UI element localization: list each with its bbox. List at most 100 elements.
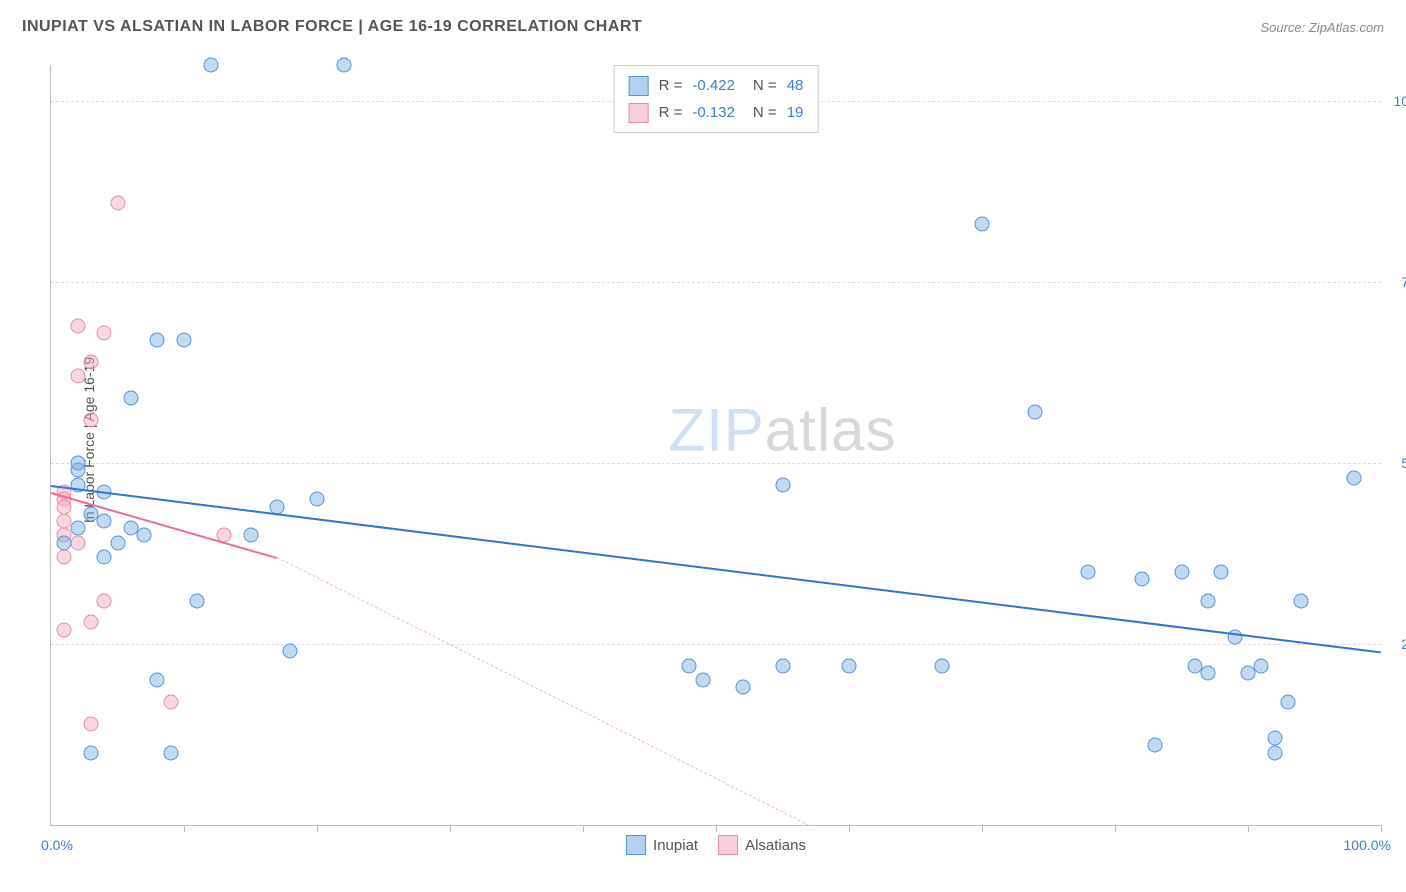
data-point	[243, 528, 258, 543]
legend-row: R = -0.132 N = 19	[629, 99, 804, 126]
data-point	[163, 745, 178, 760]
legend-swatch-alsatians	[629, 103, 649, 123]
data-point	[1201, 593, 1216, 608]
legend-label: Alsatians	[745, 837, 806, 854]
data-point	[1254, 658, 1269, 673]
x-tick	[317, 825, 318, 832]
gridline	[51, 644, 1381, 645]
chart-header: INUPIAT VS ALSATIAN IN LABOR FORCE | AGE…	[22, 18, 1384, 36]
gridline	[51, 282, 1381, 283]
data-point	[190, 593, 205, 608]
watermark: ZIPatlas	[668, 395, 896, 464]
data-point	[203, 58, 218, 73]
x-tick	[450, 825, 451, 832]
data-point	[57, 622, 72, 637]
x-axis-end-label: 100.0%	[1344, 837, 1391, 853]
watermark-zip: ZIP	[668, 396, 764, 463]
data-point	[123, 390, 138, 405]
data-point	[70, 369, 85, 384]
data-point	[1214, 564, 1229, 579]
data-point	[110, 195, 125, 210]
legend-swatch-inupiat	[629, 76, 649, 96]
data-point	[1081, 564, 1096, 579]
data-point	[83, 354, 98, 369]
data-point	[1294, 593, 1309, 608]
legend-label: Inupiat	[653, 837, 698, 854]
x-tick	[583, 825, 584, 832]
data-point	[70, 521, 85, 536]
data-point	[83, 615, 98, 630]
r-value: -0.132	[692, 99, 735, 126]
data-point	[163, 694, 178, 709]
data-point	[83, 716, 98, 731]
data-point	[935, 658, 950, 673]
y-tick-label: 100.0%	[1394, 93, 1406, 109]
data-point	[695, 673, 710, 688]
x-axis-start-label: 0.0%	[41, 837, 73, 853]
chart-title: INUPIAT VS ALSATIAN IN LABOR FORCE | AGE…	[22, 18, 642, 36]
data-point	[97, 514, 112, 529]
scatter-chart: ZIPatlas R = -0.422 N = 48 R = -0.132 N …	[50, 65, 1381, 826]
data-point	[310, 492, 325, 507]
legend-row: R = -0.422 N = 48	[629, 72, 804, 99]
x-tick	[184, 825, 185, 832]
x-tick	[1115, 825, 1116, 832]
data-point	[1147, 738, 1162, 753]
data-point	[70, 535, 85, 550]
y-tick-label: 50.0%	[1401, 455, 1406, 471]
data-point	[1280, 694, 1295, 709]
x-tick	[849, 825, 850, 832]
gridline	[51, 463, 1381, 464]
x-tick	[1381, 825, 1382, 832]
legend-item-inupiat: Inupiat	[626, 835, 698, 855]
y-tick-label: 25.0%	[1401, 636, 1406, 652]
data-point	[150, 673, 165, 688]
r-label: R =	[659, 99, 683, 126]
correlation-legend: R = -0.422 N = 48 R = -0.132 N = 19	[614, 65, 819, 133]
data-point	[70, 318, 85, 333]
data-point	[975, 217, 990, 232]
n-label: N =	[753, 72, 777, 99]
n-value: 19	[787, 99, 804, 126]
data-point	[57, 550, 72, 565]
data-point	[83, 506, 98, 521]
data-point	[842, 658, 857, 673]
data-point	[1134, 571, 1149, 586]
data-point	[57, 499, 72, 514]
data-point	[97, 593, 112, 608]
data-point	[682, 658, 697, 673]
legend-swatch-inupiat	[626, 835, 646, 855]
data-point	[83, 745, 98, 760]
data-point	[57, 535, 72, 550]
chart-source: Source: ZipAtlas.com	[1260, 20, 1384, 35]
data-point	[137, 528, 152, 543]
data-point	[1267, 745, 1282, 760]
data-point	[83, 412, 98, 427]
legend-swatch-alsatians	[718, 835, 738, 855]
data-point	[177, 333, 192, 348]
data-point	[735, 680, 750, 695]
r-label: R =	[659, 72, 683, 99]
y-tick-label: 75.0%	[1401, 274, 1406, 290]
data-point	[97, 550, 112, 565]
legend-item-alsatians: Alsatians	[718, 835, 806, 855]
x-tick	[982, 825, 983, 832]
data-point	[775, 658, 790, 673]
r-value: -0.422	[692, 72, 735, 99]
data-point	[97, 325, 112, 340]
data-point	[1201, 666, 1216, 681]
x-tick	[716, 825, 717, 832]
data-point	[1347, 470, 1362, 485]
data-point	[283, 644, 298, 659]
series-legend: Inupiat Alsatians	[626, 835, 806, 855]
data-point	[775, 477, 790, 492]
data-point	[110, 535, 125, 550]
trend-line	[277, 557, 809, 826]
data-point	[1028, 405, 1043, 420]
data-point	[1267, 731, 1282, 746]
data-point	[1174, 564, 1189, 579]
data-point	[70, 456, 85, 471]
watermark-atlas: atlas	[765, 396, 897, 463]
data-point	[150, 333, 165, 348]
n-value: 48	[787, 72, 804, 99]
